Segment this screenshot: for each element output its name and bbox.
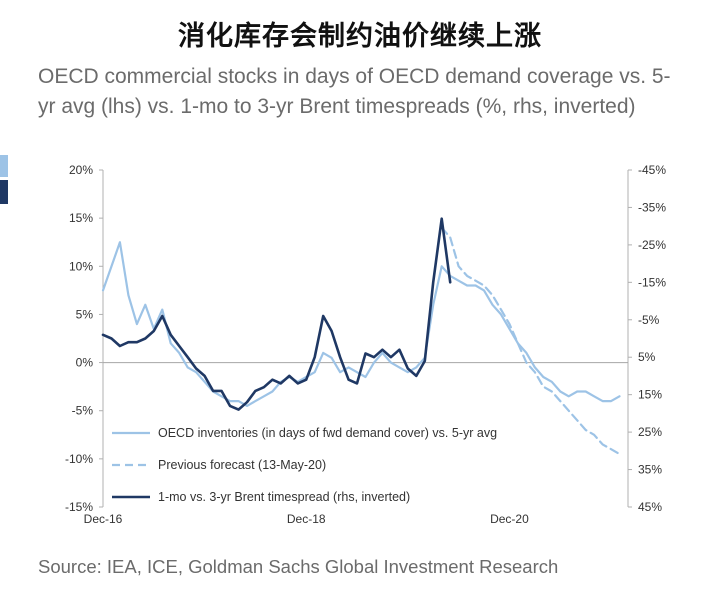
- series-layer: [101, 217, 621, 456]
- right-tick-label: -35%: [638, 200, 666, 214]
- legend: OECD inventories (in days of fwd demand …: [112, 426, 497, 504]
- left-tick-label: -5%: [72, 404, 94, 418]
- source-note: Source: IEA, ICE, Goldman Sachs Global I…: [38, 556, 559, 577]
- left-tick-label: 15%: [69, 211, 93, 225]
- right-tick-label: -15%: [638, 275, 666, 289]
- right-tick-label: 45%: [638, 500, 662, 514]
- right-tick-label: 15%: [638, 388, 662, 402]
- x-tick-label: Dec-18: [287, 512, 326, 526]
- left-tick-label: 5%: [76, 307, 94, 321]
- right-tick-label: 5%: [638, 350, 656, 364]
- right-tick-label: 25%: [638, 425, 662, 439]
- legend-previous-forecast-label: Previous forecast (13-May-20): [158, 458, 326, 472]
- left-axis: -15% -10% -5% 0% 5% 10% 15% 20%: [65, 163, 104, 514]
- right-axis: 45% 35% 25% 15% 5% -5% -15% -25% -35% -45%: [627, 163, 666, 514]
- x-axis: Dec-16 Dec-18 Dec-20: [84, 362, 628, 526]
- right-tick-label: -5%: [638, 313, 660, 327]
- side-marker-light: [0, 155, 8, 177]
- chart: -15%-10%-5%0%5%10%15%20% 45%35%25%15%5%-…: [65, 163, 666, 526]
- previous-forecast-line: [440, 226, 621, 456]
- right-tick-label: 35%: [638, 463, 662, 477]
- headline: 消化库存会制约油价继续上涨: [178, 21, 542, 52]
- right-tick-label: -45%: [638, 163, 666, 177]
- side-marker-dark: [0, 180, 8, 204]
- x-tick-label: Dec-16: [84, 512, 123, 526]
- inventories-line: [101, 241, 621, 407]
- left-tick-label: 10%: [69, 259, 93, 273]
- chart-subtitle: OECD commercial stocks in days of OECD d…: [38, 65, 671, 118]
- legend-timespread-label: 1-mo vs. 3-yr Brent timespread (rhs, inv…: [158, 490, 410, 504]
- x-tick-label: Dec-20: [490, 512, 529, 526]
- left-tick-label: 0%: [76, 356, 94, 370]
- timespread-line: [101, 217, 452, 411]
- legend-inventories-label: OECD inventories (in days of fwd demand …: [158, 426, 497, 440]
- left-tick-label: -15%: [65, 500, 93, 514]
- left-tick-label: 20%: [69, 163, 93, 177]
- right-tick-label: -25%: [638, 238, 666, 252]
- left-tick-label: -10%: [65, 452, 93, 466]
